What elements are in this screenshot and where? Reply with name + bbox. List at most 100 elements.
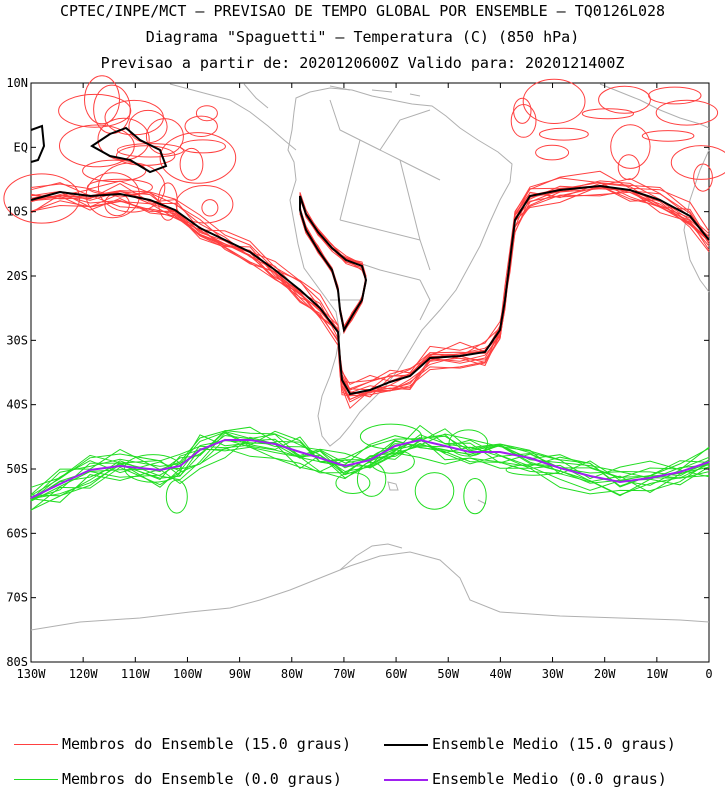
member-15-contour bbox=[30, 177, 710, 391]
member-15-loop bbox=[184, 115, 218, 138]
member-0-contour bbox=[30, 432, 710, 511]
member-0-loop bbox=[124, 454, 182, 483]
legend-mean-15: Ensemble Medio (15.0 graus) bbox=[384, 735, 676, 753]
country-borders bbox=[329, 99, 441, 321]
lat-label: 10N bbox=[6, 76, 28, 90]
member-15-loop bbox=[655, 99, 719, 126]
lon-label: 10W bbox=[646, 667, 668, 681]
member-0-loop bbox=[335, 472, 371, 495]
lat-label: EQ bbox=[14, 140, 28, 154]
legend-swatch-mean-0 bbox=[384, 778, 428, 781]
member-15-loop bbox=[201, 199, 219, 217]
lat-label: 50S bbox=[6, 462, 28, 476]
member-15-loop bbox=[641, 130, 695, 142]
title-line-1: CPTEC/INPE/MCT – PREVISAO DE TEMPO GLOBA… bbox=[59, 2, 666, 20]
legend-swatch-members-0 bbox=[14, 779, 58, 780]
lon-label: 70W bbox=[333, 667, 355, 681]
member-15-loop bbox=[539, 127, 589, 141]
members-0-contours bbox=[30, 423, 710, 515]
lon-label: 40W bbox=[490, 667, 512, 681]
member-15-loop bbox=[159, 132, 237, 184]
member-15-loop bbox=[3, 173, 80, 224]
mean-15-contour bbox=[30, 184, 710, 396]
lat-label: 40S bbox=[6, 398, 28, 412]
lon-label: 110W bbox=[121, 667, 151, 681]
member-0-loop bbox=[505, 464, 562, 476]
lon-label: 120W bbox=[69, 667, 99, 681]
member-0-contour bbox=[30, 430, 710, 496]
member-15-loop bbox=[535, 144, 570, 161]
member-15-loop bbox=[82, 159, 147, 183]
member-15-loop bbox=[86, 178, 153, 196]
legend-label-mean-0: Ensemble Medio (0.0 graus) bbox=[432, 770, 667, 788]
legend-mean-0: Ensemble Medio (0.0 graus) bbox=[384, 770, 667, 788]
axis-ticks bbox=[30, 82, 710, 663]
falkland-islands bbox=[387, 481, 399, 491]
member-15-loop bbox=[598, 85, 651, 114]
member-0-loop bbox=[165, 479, 188, 514]
lat-label: 70S bbox=[6, 591, 28, 605]
member-15-loop bbox=[610, 124, 651, 169]
central-america-coast bbox=[169, 83, 297, 151]
member-15-loop bbox=[670, 145, 725, 180]
member-15-loop bbox=[97, 162, 166, 213]
legend-label-members-0: Membros do Ensemble (0.0 graus) bbox=[62, 770, 342, 788]
member-0-contour bbox=[30, 424, 710, 501]
lat-label: 60S bbox=[6, 526, 28, 540]
member-15-loop bbox=[59, 124, 135, 168]
member-15-loop bbox=[510, 104, 537, 138]
lon-label: 100W bbox=[173, 667, 203, 681]
lon-label: 90W bbox=[229, 667, 251, 681]
mean-15-andes-loop bbox=[299, 195, 368, 333]
lat-label: 30S bbox=[6, 333, 28, 347]
member-0-contour bbox=[30, 436, 710, 503]
lon-label: 130W bbox=[17, 667, 47, 681]
mean-15-north-loop bbox=[90, 126, 168, 174]
member-15-contour bbox=[30, 188, 710, 397]
lon-label: 30W bbox=[542, 667, 564, 681]
map-frame bbox=[30, 82, 710, 663]
member-15-loop bbox=[617, 154, 640, 181]
member-0-contour bbox=[30, 439, 710, 500]
member-15-loop bbox=[158, 182, 178, 221]
member-15-loop bbox=[581, 108, 635, 120]
member-0-loop bbox=[463, 478, 487, 515]
legend-label-members-15: Membros do Ensemble (15.0 graus) bbox=[62, 735, 351, 753]
member-15-loop bbox=[522, 78, 586, 125]
member-15-loop bbox=[179, 147, 204, 181]
title-line-3: Previsao a partir de: 2020120600Z Valido… bbox=[100, 54, 625, 72]
south-georgia bbox=[477, 499, 487, 505]
longitude-labels: 130W 120W 110W 100W 90W 80W 70W 60W 50W 40W 30W 20W… bbox=[17, 667, 713, 681]
lat-label: 10S bbox=[6, 205, 28, 219]
member-15-loop bbox=[145, 118, 184, 155]
member-0-loop bbox=[369, 449, 415, 474]
member-15-loop bbox=[116, 143, 185, 158]
latitude-labels: 10N EQ 10S 20S 30S 40S 50S 60S 70S 80S bbox=[6, 76, 28, 669]
mean-15-eq-loop bbox=[30, 124, 46, 163]
member-0-contour bbox=[30, 439, 710, 501]
lon-label: 60W bbox=[385, 667, 407, 681]
member-15-contour bbox=[30, 185, 710, 401]
member-0-loop bbox=[448, 429, 489, 457]
lon-label: 50W bbox=[437, 667, 459, 681]
title-line-2: Diagrama "Spaguetti" – Temperatura (C) (… bbox=[145, 28, 580, 46]
member-15-loop bbox=[97, 117, 150, 161]
member-15-loop bbox=[58, 93, 132, 128]
lat-label: 80S bbox=[6, 655, 28, 669]
mean-0-contour bbox=[30, 438, 710, 499]
antarctica-coast bbox=[30, 551, 710, 631]
member-0-loop bbox=[414, 472, 455, 510]
lat-label: 20S bbox=[6, 269, 28, 283]
member-15-loop bbox=[195, 105, 218, 122]
member-15-loop bbox=[175, 185, 234, 224]
legend-members-0: Membros do Ensemble (0.0 graus) bbox=[14, 770, 342, 788]
member-15-loop bbox=[104, 192, 130, 217]
member-15-loop bbox=[693, 163, 713, 192]
member-0-contour bbox=[30, 447, 710, 511]
legend-swatch-members-15 bbox=[14, 744, 58, 745]
lon-label: 80W bbox=[281, 667, 303, 681]
legend-swatch-mean-15 bbox=[384, 743, 428, 746]
lon-label: 0 bbox=[705, 667, 712, 681]
member-0-loop bbox=[356, 461, 387, 497]
